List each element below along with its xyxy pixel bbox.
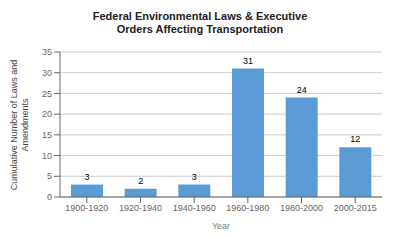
svg-text:1900-1920: 1900-1920 [65, 203, 108, 213]
svg-text:10: 10 [42, 151, 52, 161]
svg-text:1980-2000: 1980-2000 [280, 203, 323, 213]
svg-text:5: 5 [47, 171, 52, 181]
svg-text:31: 31 [243, 56, 253, 66]
svg-text:2000-2015: 2000-2015 [334, 203, 377, 213]
svg-text:0: 0 [47, 192, 52, 202]
svg-text:25: 25 [42, 89, 52, 99]
html-text:Federal Environmental Laws & E: Federal Environmental Laws & Executive O… [92, 10, 308, 35]
svg-text:3: 3 [192, 172, 197, 182]
svg-text:2: 2 [138, 176, 143, 186]
svg-text:30: 30 [42, 68, 52, 78]
svg-text:Year: Year [212, 221, 230, 229]
svg-text:1920-1940: 1920-1940 [119, 203, 162, 213]
svg-text:20: 20 [42, 109, 52, 119]
html-text:Cumulative Number of Laws and: Cumulative Number of Laws and Amendments [9, 59, 30, 190]
svg-text:35: 35 [42, 47, 52, 57]
svg-text:12: 12 [350, 134, 360, 144]
svg-text:1940-1960: 1940-1960 [173, 203, 216, 213]
svg-text:1960-1980: 1960-1980 [226, 203, 269, 213]
svg-text:3: 3 [84, 172, 89, 182]
svg-text:24: 24 [297, 85, 307, 95]
svg-text:15: 15 [42, 130, 52, 140]
